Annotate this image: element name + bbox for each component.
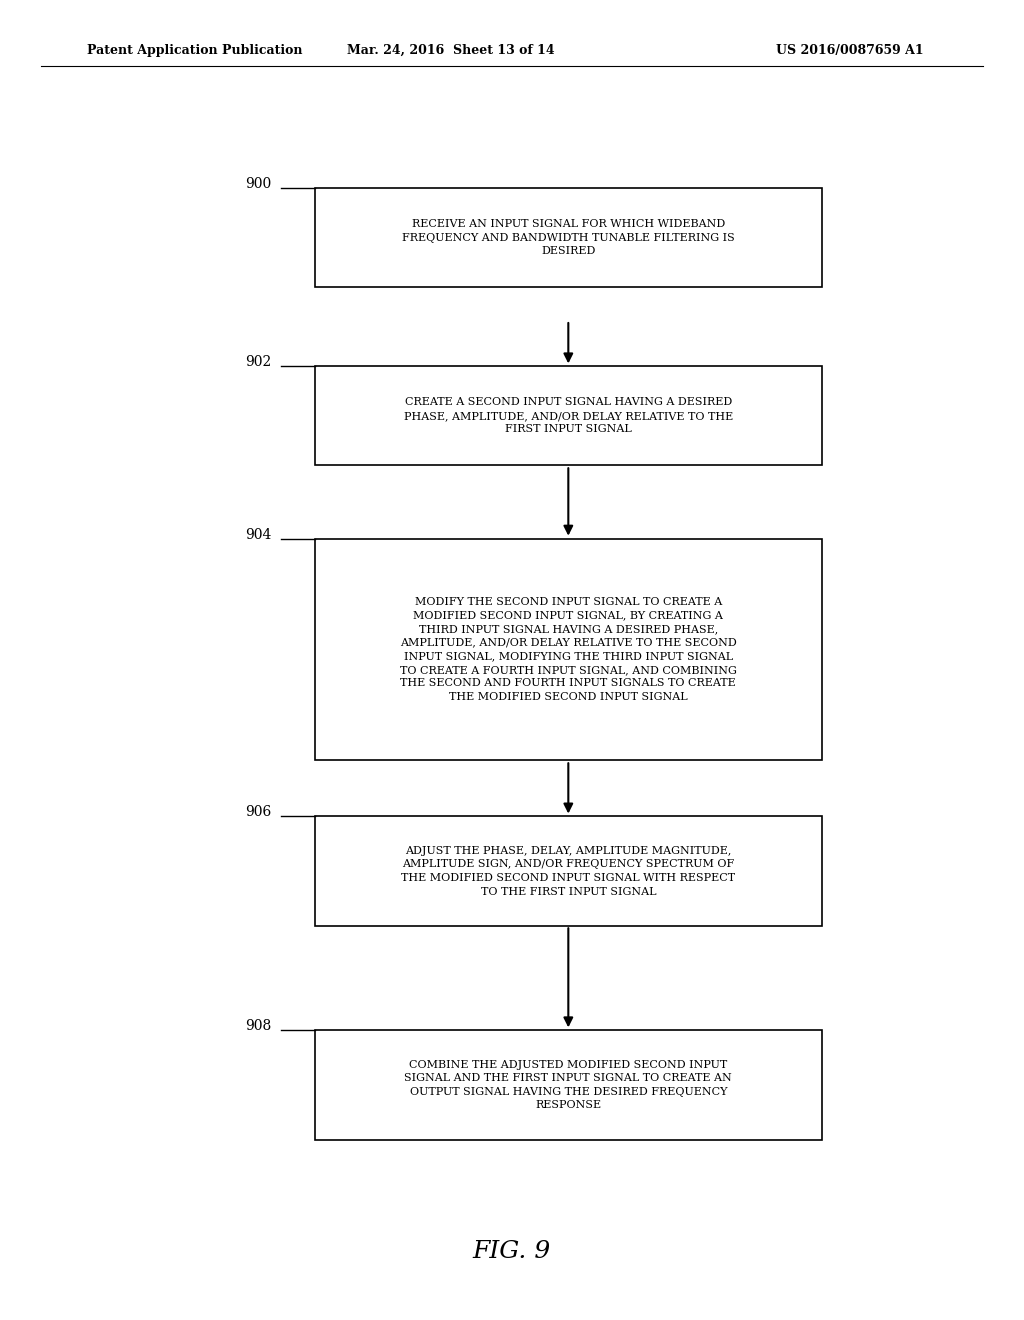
Text: COMBINE THE ADJUSTED MODIFIED SECOND INPUT
SIGNAL AND THE FIRST INPUT SIGNAL TO : COMBINE THE ADJUSTED MODIFIED SECOND INP… [404,1060,732,1110]
Text: 902: 902 [246,355,271,370]
Text: FIG. 9: FIG. 9 [473,1239,551,1263]
Text: US 2016/0087659 A1: US 2016/0087659 A1 [776,44,924,57]
Text: 900: 900 [246,177,271,191]
Text: MODIFY THE SECOND INPUT SIGNAL TO CREATE A
MODIFIED SECOND INPUT SIGNAL, BY CREA: MODIFY THE SECOND INPUT SIGNAL TO CREATE… [400,597,736,702]
Text: Patent Application Publication: Patent Application Publication [87,44,302,57]
Text: RECEIVE AN INPUT SIGNAL FOR WHICH WIDEBAND
FREQUENCY AND BANDWIDTH TUNABLE FILTE: RECEIVE AN INPUT SIGNAL FOR WHICH WIDEBA… [402,219,734,256]
Text: CREATE A SECOND INPUT SIGNAL HAVING A DESIRED
PHASE, AMPLITUDE, AND/OR DELAY REL: CREATE A SECOND INPUT SIGNAL HAVING A DE… [403,397,733,434]
FancyBboxPatch shape [315,1030,821,1140]
FancyBboxPatch shape [315,539,821,760]
Text: 908: 908 [246,1019,271,1034]
FancyBboxPatch shape [315,366,821,465]
Text: ADJUST THE PHASE, DELAY, AMPLITUDE MAGNITUDE,
AMPLITUDE SIGN, AND/OR FREQUENCY S: ADJUST THE PHASE, DELAY, AMPLITUDE MAGNI… [401,846,735,896]
FancyBboxPatch shape [315,816,821,927]
Text: 904: 904 [246,528,271,541]
Text: 906: 906 [246,805,271,820]
Text: Mar. 24, 2016  Sheet 13 of 14: Mar. 24, 2016 Sheet 13 of 14 [347,44,554,57]
FancyBboxPatch shape [315,189,821,288]
